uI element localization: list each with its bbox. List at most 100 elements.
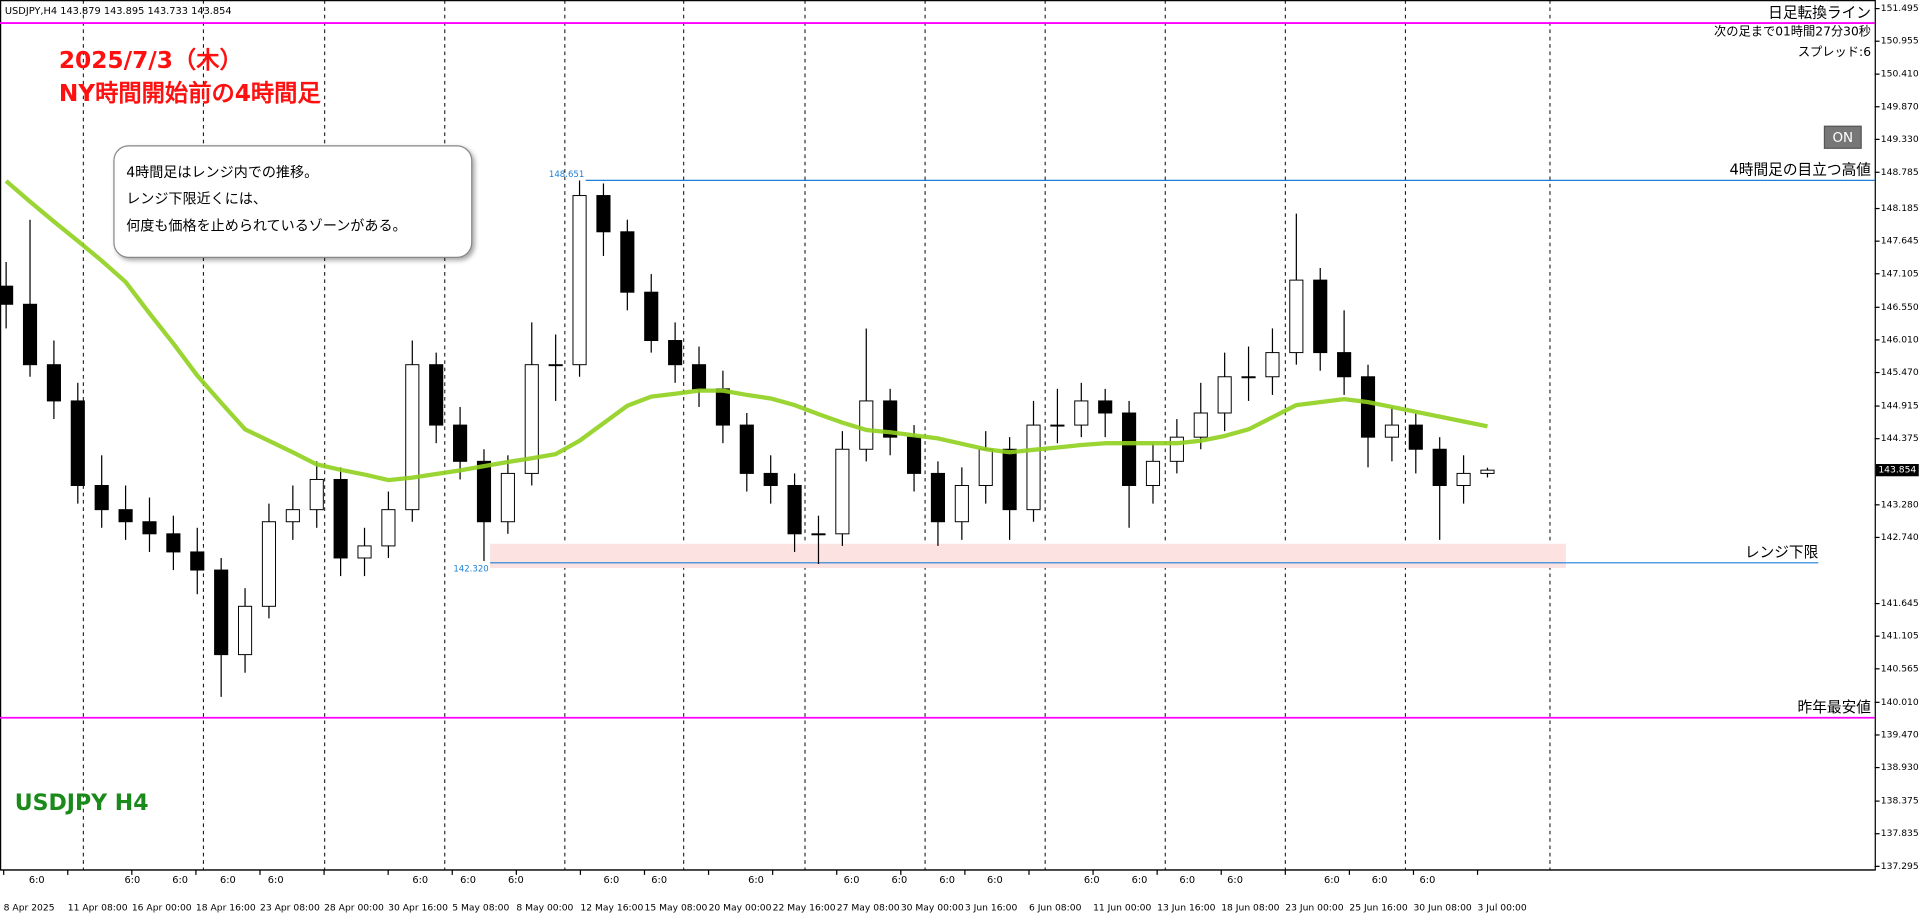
- session-mark: 6:0: [508, 875, 524, 886]
- x-tick-label: 22 May 16:00: [773, 902, 836, 913]
- session-mark: 6:0: [220, 875, 236, 886]
- session-mark: 6:0: [172, 875, 188, 886]
- session-mark: 6:0: [604, 875, 620, 886]
- candle-body: [859, 400, 874, 450]
- y-tick-label: 151.495: [1881, 3, 1919, 14]
- y-tick-label: 140.010: [1881, 697, 1919, 708]
- x-tick-label: 23 Jun 00:00: [1285, 902, 1343, 913]
- candle-body: [214, 569, 229, 656]
- session-mark: 6:0: [1324, 875, 1340, 886]
- candle-body: [1289, 279, 1304, 354]
- y-tick-label: 141.105: [1881, 631, 1919, 642]
- candle-body: [405, 364, 420, 511]
- session-mark: 6:0: [1420, 875, 1436, 886]
- y-tick-label: 141.645: [1881, 598, 1919, 609]
- y-tick-label: 145.470: [1881, 367, 1919, 378]
- on-button-label[interactable]: ON: [1832, 130, 1853, 146]
- x-tick-label: 3 Jun 16:00: [965, 902, 1018, 913]
- candle-body: [620, 231, 635, 293]
- candle-body: [644, 291, 659, 342]
- title-date: 2025/7/3（木）: [59, 47, 243, 74]
- y-tick-label: 137.295: [1881, 861, 1919, 872]
- session-mark: 6:0: [124, 875, 140, 886]
- candle-body: [70, 400, 85, 486]
- candle-body: [1145, 460, 1161, 486]
- current-price-box: [1875, 464, 1919, 477]
- y-tick-label: 150.955: [1881, 36, 1919, 47]
- y-tick-label: 147.105: [1881, 268, 1919, 279]
- x-tick-label: 18 Jun 08:00: [1221, 902, 1279, 913]
- session-mark: 6:0: [460, 875, 476, 886]
- candle-body: [1408, 424, 1423, 450]
- candle-body: [1002, 448, 1017, 511]
- x-tick-label: 6 Jun 08:00: [1029, 902, 1082, 913]
- title: NY時間開始前の4時間足: [59, 80, 322, 107]
- candle-body: [548, 364, 563, 367]
- y-tick-label: 142.740: [1881, 532, 1919, 543]
- session-mark: 6:0: [1084, 875, 1100, 886]
- candle-body: [1337, 352, 1352, 378]
- candle-body: [1193, 412, 1208, 438]
- y-tick-label: 146.550: [1881, 302, 1919, 313]
- session-mark: 6:0: [987, 875, 1003, 886]
- candle-body: [1050, 424, 1065, 427]
- candle-body: [1360, 376, 1376, 438]
- candle-body: [309, 478, 324, 511]
- y-tick-label: 149.330: [1881, 134, 1919, 145]
- low-price-tag: 142.320: [453, 564, 488, 574]
- x-tick-label: 30 Jun 08:00: [1413, 902, 1471, 913]
- session-mark: 6:0: [1179, 875, 1195, 886]
- y-tick-label: 149.870: [1881, 101, 1919, 112]
- candle-body: [22, 303, 38, 366]
- moving-average: [4, 179, 1488, 483]
- on-button[interactable]: [1823, 125, 1862, 149]
- x-tick-label: 11 Apr 08:00: [68, 902, 128, 913]
- x-tick-label: 30 May 00:00: [901, 902, 964, 913]
- session-mark: 6:0: [748, 875, 764, 886]
- candle-body: [333, 478, 348, 559]
- candle-body: [285, 509, 300, 523]
- session-mark: 6:0: [651, 875, 667, 886]
- x-tick-label: 28 Apr 00:00: [324, 902, 384, 913]
- session-mark: 6:0: [29, 875, 45, 886]
- session-mark: 6:0: [1227, 875, 1243, 886]
- x-tick-label: 11 Jun 00:00: [1093, 902, 1151, 913]
- candle-body: [1074, 400, 1089, 426]
- candle-body: [142, 521, 157, 535]
- session-mark: 6:0: [1372, 875, 1388, 886]
- candle-body: [883, 400, 898, 438]
- x-tick-label: 8 May 00:00: [516, 902, 573, 913]
- candle-body: [668, 340, 683, 366]
- session-mark: 6:0: [268, 875, 284, 886]
- callout-line: 何度も価格を止められているゾーンがある。: [126, 219, 406, 235]
- candle-body: [1217, 376, 1232, 414]
- y-tick-label: 138.930: [1881, 762, 1919, 773]
- spread: スプレッド:6: [1798, 45, 1871, 59]
- candle-body: [500, 472, 515, 523]
- candle-body: [691, 364, 707, 390]
- x-tick-label: 20 May 00:00: [709, 902, 772, 913]
- y-tick-label: 140.565: [1881, 663, 1919, 674]
- y-tick-label: 148.185: [1881, 203, 1919, 214]
- current-price: 143.854: [1878, 465, 1916, 476]
- x-tick-label: 3 Jul 00:00: [1478, 902, 1527, 913]
- high-line-label: 4時間足の目立つ高値: [1729, 162, 1871, 179]
- y-tick-label: 146.010: [1881, 334, 1919, 345]
- y-tick-label: 143.280: [1881, 499, 1919, 510]
- candle-body: [572, 195, 587, 366]
- candle-body: [190, 551, 205, 571]
- candle-body: [1241, 376, 1256, 379]
- high-price-tag: 148.651: [549, 170, 584, 180]
- session-mark: 6:0: [844, 875, 860, 886]
- y-tick-label: 150.410: [1881, 69, 1919, 80]
- candle-body: [476, 460, 492, 523]
- candle-body: [978, 448, 993, 486]
- x-tick-label: 23 Apr 08:00: [260, 902, 320, 913]
- x-tick-label: 8 Apr 2025: [4, 902, 55, 913]
- session-mark: 6:0: [1132, 875, 1148, 886]
- candle-body: [1456, 472, 1471, 486]
- candle-body: [1098, 400, 1113, 414]
- x-tick-label: 27 May 08:00: [837, 902, 900, 913]
